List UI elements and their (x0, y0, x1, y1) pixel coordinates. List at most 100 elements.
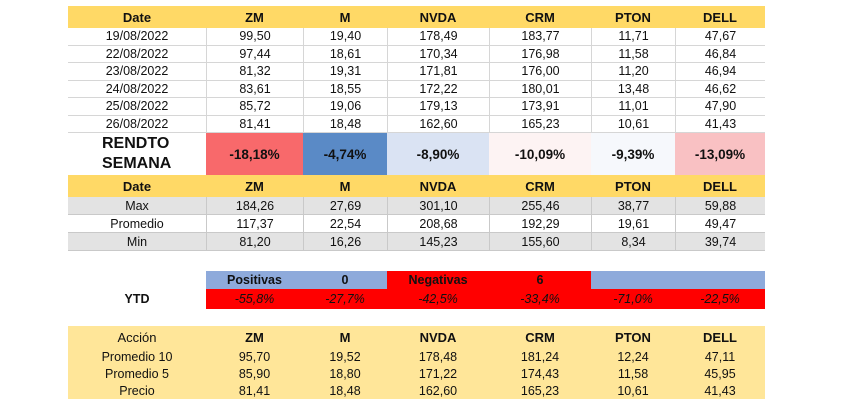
header-cell[interactable]: DELL (703, 329, 737, 345)
weekly-return-cell[interactable]: -13,09% (675, 133, 765, 175)
averages-cell[interactable]: 12,24 (617, 349, 649, 364)
ytd-cell[interactable]: -42,5% (387, 289, 489, 309)
averages-cell[interactable]: 171,22 (418, 366, 458, 381)
averages-cell[interactable]: 178,48 (418, 349, 458, 364)
price-cell[interactable]: 176,98 (489, 45, 591, 63)
stats-cell[interactable]: 8,34 (591, 233, 675, 251)
price-cell[interactable]: 11,58 (591, 45, 675, 63)
weekly-return-cell[interactable]: -18,18% (206, 133, 303, 175)
price-cell[interactable]: 11,71 (591, 28, 675, 46)
price-cell[interactable]: 97,44 (206, 45, 303, 63)
averages-label[interactable]: Precio (119, 383, 155, 398)
averages-cell[interactable]: 41,43 (704, 383, 736, 398)
header-cell[interactable]: Date (122, 178, 152, 194)
header-cell[interactable]: ZM (245, 329, 264, 345)
price-cell[interactable]: 46,94 (675, 63, 765, 81)
stats-cell[interactable]: 192,29 (489, 215, 591, 233)
price-cell[interactable]: 83,61 (206, 80, 303, 98)
counts-blank[interactable] (68, 271, 206, 289)
header-cell[interactable]: CRM (525, 9, 555, 25)
price-cell[interactable]: 18,55 (303, 80, 387, 98)
header-cell[interactable]: ZM (245, 9, 264, 25)
header-cell[interactable]: M (339, 329, 351, 345)
price-cell[interactable]: 171,81 (387, 63, 489, 81)
price-cell[interactable]: 11,20 (591, 63, 675, 81)
price-cell[interactable]: 170,34 (387, 45, 489, 63)
stats-cell[interactable]: 39,74 (675, 233, 765, 251)
weekly-return-cell[interactable]: -9,39% (591, 133, 675, 175)
averages-cell[interactable]: 18,80 (329, 366, 361, 381)
price-cell[interactable]: 19,31 (303, 63, 387, 81)
header-cell[interactable]: PTON (615, 9, 651, 25)
date-cell[interactable]: 25/08/2022 (68, 98, 206, 116)
ytd-cell[interactable]: -33,4% (489, 289, 591, 309)
stats-cell[interactable]: 59,88 (675, 197, 765, 215)
header-cell[interactable]: Date (122, 9, 152, 25)
stats-cell[interactable]: 255,46 (489, 197, 591, 215)
header-cell[interactable]: NVDA (419, 178, 457, 194)
negativas-value[interactable]: 6 (489, 271, 591, 289)
price-cell[interactable]: 85,72 (206, 98, 303, 116)
header-cell[interactable]: Acción (117, 329, 157, 345)
stats-cell[interactable]: 208,68 (387, 215, 489, 233)
header-cell[interactable]: M (339, 178, 351, 194)
stats-cell[interactable]: 22,54 (303, 215, 387, 233)
header-cell[interactable]: NVDA (419, 9, 457, 25)
stats-cell[interactable]: 16,26 (303, 233, 387, 251)
averages-cell[interactable]: 181,24 (520, 349, 560, 364)
stats-cell[interactable]: 145,23 (387, 233, 489, 251)
date-cell[interactable]: 26/08/2022 (68, 116, 206, 133)
price-cell[interactable]: 41,43 (675, 115, 765, 133)
price-cell[interactable]: 11,01 (591, 98, 675, 116)
header-cell[interactable]: NVDA (419, 329, 457, 345)
stats-label[interactable]: Min (68, 233, 206, 251)
ytd-cell[interactable]: -55,8% (206, 289, 303, 309)
averages-cell[interactable]: 10,61 (617, 383, 649, 398)
price-cell[interactable]: 81,41 (206, 115, 303, 133)
price-cell[interactable]: 173,91 (489, 98, 591, 116)
ytd-label[interactable]: YTD (124, 292, 150, 306)
stats-label[interactable]: Max (68, 197, 206, 215)
date-cell[interactable]: 19/08/2022 (68, 28, 206, 46)
date-cell[interactable]: 24/08/2022 (68, 81, 206, 98)
averages-label[interactable]: Promedio 5 (105, 366, 169, 381)
weekly-return-cell[interactable]: -8,90% (387, 133, 489, 175)
weekly-return-label[interactable]: RENDTO SEMANA (68, 133, 206, 175)
price-cell[interactable]: 178,49 (387, 28, 489, 46)
averages-cell[interactable]: 18,48 (329, 383, 361, 398)
weekly-return-cell[interactable]: -10,09% (489, 133, 591, 175)
header-cell[interactable]: PTON (615, 178, 651, 194)
header-cell[interactable]: CRM (525, 329, 555, 345)
price-cell[interactable]: 46,84 (675, 45, 765, 63)
price-cell[interactable]: 18,61 (303, 45, 387, 63)
stats-cell[interactable]: 301,10 (387, 197, 489, 215)
positivas-label[interactable]: Positivas (206, 271, 303, 289)
price-cell[interactable]: 47,90 (675, 98, 765, 116)
price-cell[interactable]: 162,60 (387, 115, 489, 133)
price-cell[interactable]: 99,50 (206, 28, 303, 46)
averages-cell[interactable]: 85,90 (238, 366, 271, 381)
averages-cell[interactable]: 11,58 (617, 366, 649, 381)
averages-cell[interactable]: 174,43 (520, 366, 560, 381)
stats-cell[interactable]: 81,20 (206, 233, 303, 251)
stats-cell[interactable]: 38,77 (591, 197, 675, 215)
negativas-label[interactable]: Negativas (387, 271, 489, 289)
stats-cell[interactable]: 184,26 (206, 197, 303, 215)
header-cell[interactable]: DELL (703, 178, 737, 194)
counts-fill[interactable] (675, 271, 765, 289)
ytd-cell[interactable]: -22,5% (675, 289, 765, 309)
weekly-return-cell[interactable]: -4,74% (303, 133, 387, 175)
price-cell[interactable]: 165,23 (489, 115, 591, 133)
averages-cell[interactable]: 95,70 (238, 349, 271, 364)
header-cell[interactable]: DELL (703, 9, 737, 25)
stats-cell[interactable]: 117,37 (206, 215, 303, 233)
price-cell[interactable]: 179,13 (387, 98, 489, 116)
price-cell[interactable]: 18,48 (303, 115, 387, 133)
price-cell[interactable]: 180,01 (489, 80, 591, 98)
ytd-cell[interactable]: -27,7% (303, 289, 387, 309)
price-cell[interactable]: 81,32 (206, 63, 303, 81)
stats-cell[interactable]: 49,47 (675, 215, 765, 233)
price-cell[interactable]: 183,77 (489, 28, 591, 46)
positivas-value[interactable]: 0 (303, 271, 387, 289)
stats-cell[interactable]: 19,61 (591, 215, 675, 233)
